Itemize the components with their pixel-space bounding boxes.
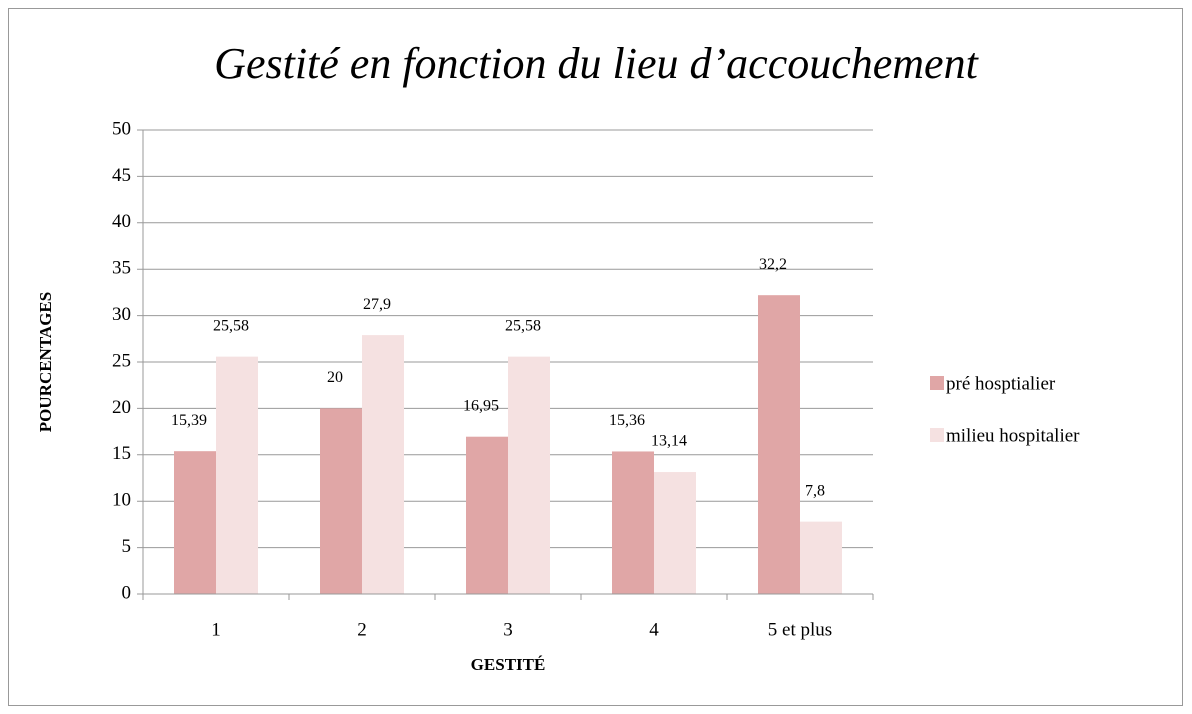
- chart-title: Gestité en fonction du lieu d’accoucheme…: [214, 39, 979, 88]
- x-tick-label: 1: [211, 619, 221, 640]
- y-tick-label: 25: [112, 350, 131, 371]
- bar: [800, 521, 842, 594]
- y-tick-label: 30: [112, 304, 131, 325]
- y-tick-label: 40: [112, 211, 131, 232]
- legend-swatch: [930, 376, 944, 390]
- legend-label: milieu hospitalier: [946, 425, 1080, 446]
- legend-swatch: [930, 428, 944, 442]
- value-label: 20: [327, 369, 343, 386]
- y-axis-label: POURCENTAGES: [36, 292, 55, 432]
- y-tick-label: 0: [122, 582, 132, 603]
- x-tick-label: 4: [649, 619, 659, 640]
- bar: [508, 356, 550, 594]
- value-label: 25,58: [505, 317, 541, 334]
- y-tick-label: 15: [112, 443, 131, 464]
- bar: [174, 451, 216, 594]
- y-tick-label: 50: [112, 118, 131, 139]
- value-label: 15,39: [171, 412, 207, 429]
- bar: [466, 436, 508, 594]
- y-tick-label: 35: [112, 258, 131, 279]
- x-tick-label: 5 et plus: [768, 619, 832, 640]
- value-label: 27,9: [363, 296, 391, 313]
- y-tick-label: 5: [122, 536, 132, 557]
- value-label: 32,2: [759, 256, 787, 273]
- value-label: 15,36: [609, 412, 645, 429]
- bar: [216, 356, 258, 594]
- value-label: 25,58: [213, 317, 249, 334]
- x-axis-label: GESTITÉ: [471, 655, 546, 674]
- bar: [612, 451, 654, 594]
- bar: [320, 408, 362, 594]
- value-label: 13,14: [651, 433, 687, 450]
- legend-label: pré hosptialier: [946, 373, 1056, 394]
- x-tick-label: 3: [503, 619, 513, 640]
- y-tick-label: 45: [112, 165, 131, 186]
- x-tick-label: 2: [357, 619, 367, 640]
- y-tick-label: 10: [112, 490, 131, 511]
- chart-border: [8, 8, 1183, 706]
- bar: [758, 295, 800, 594]
- y-tick-label: 20: [112, 397, 131, 418]
- value-label: 7,8: [805, 482, 825, 499]
- bar: [654, 472, 696, 594]
- value-label: 16,95: [463, 397, 499, 414]
- bar: [362, 335, 404, 594]
